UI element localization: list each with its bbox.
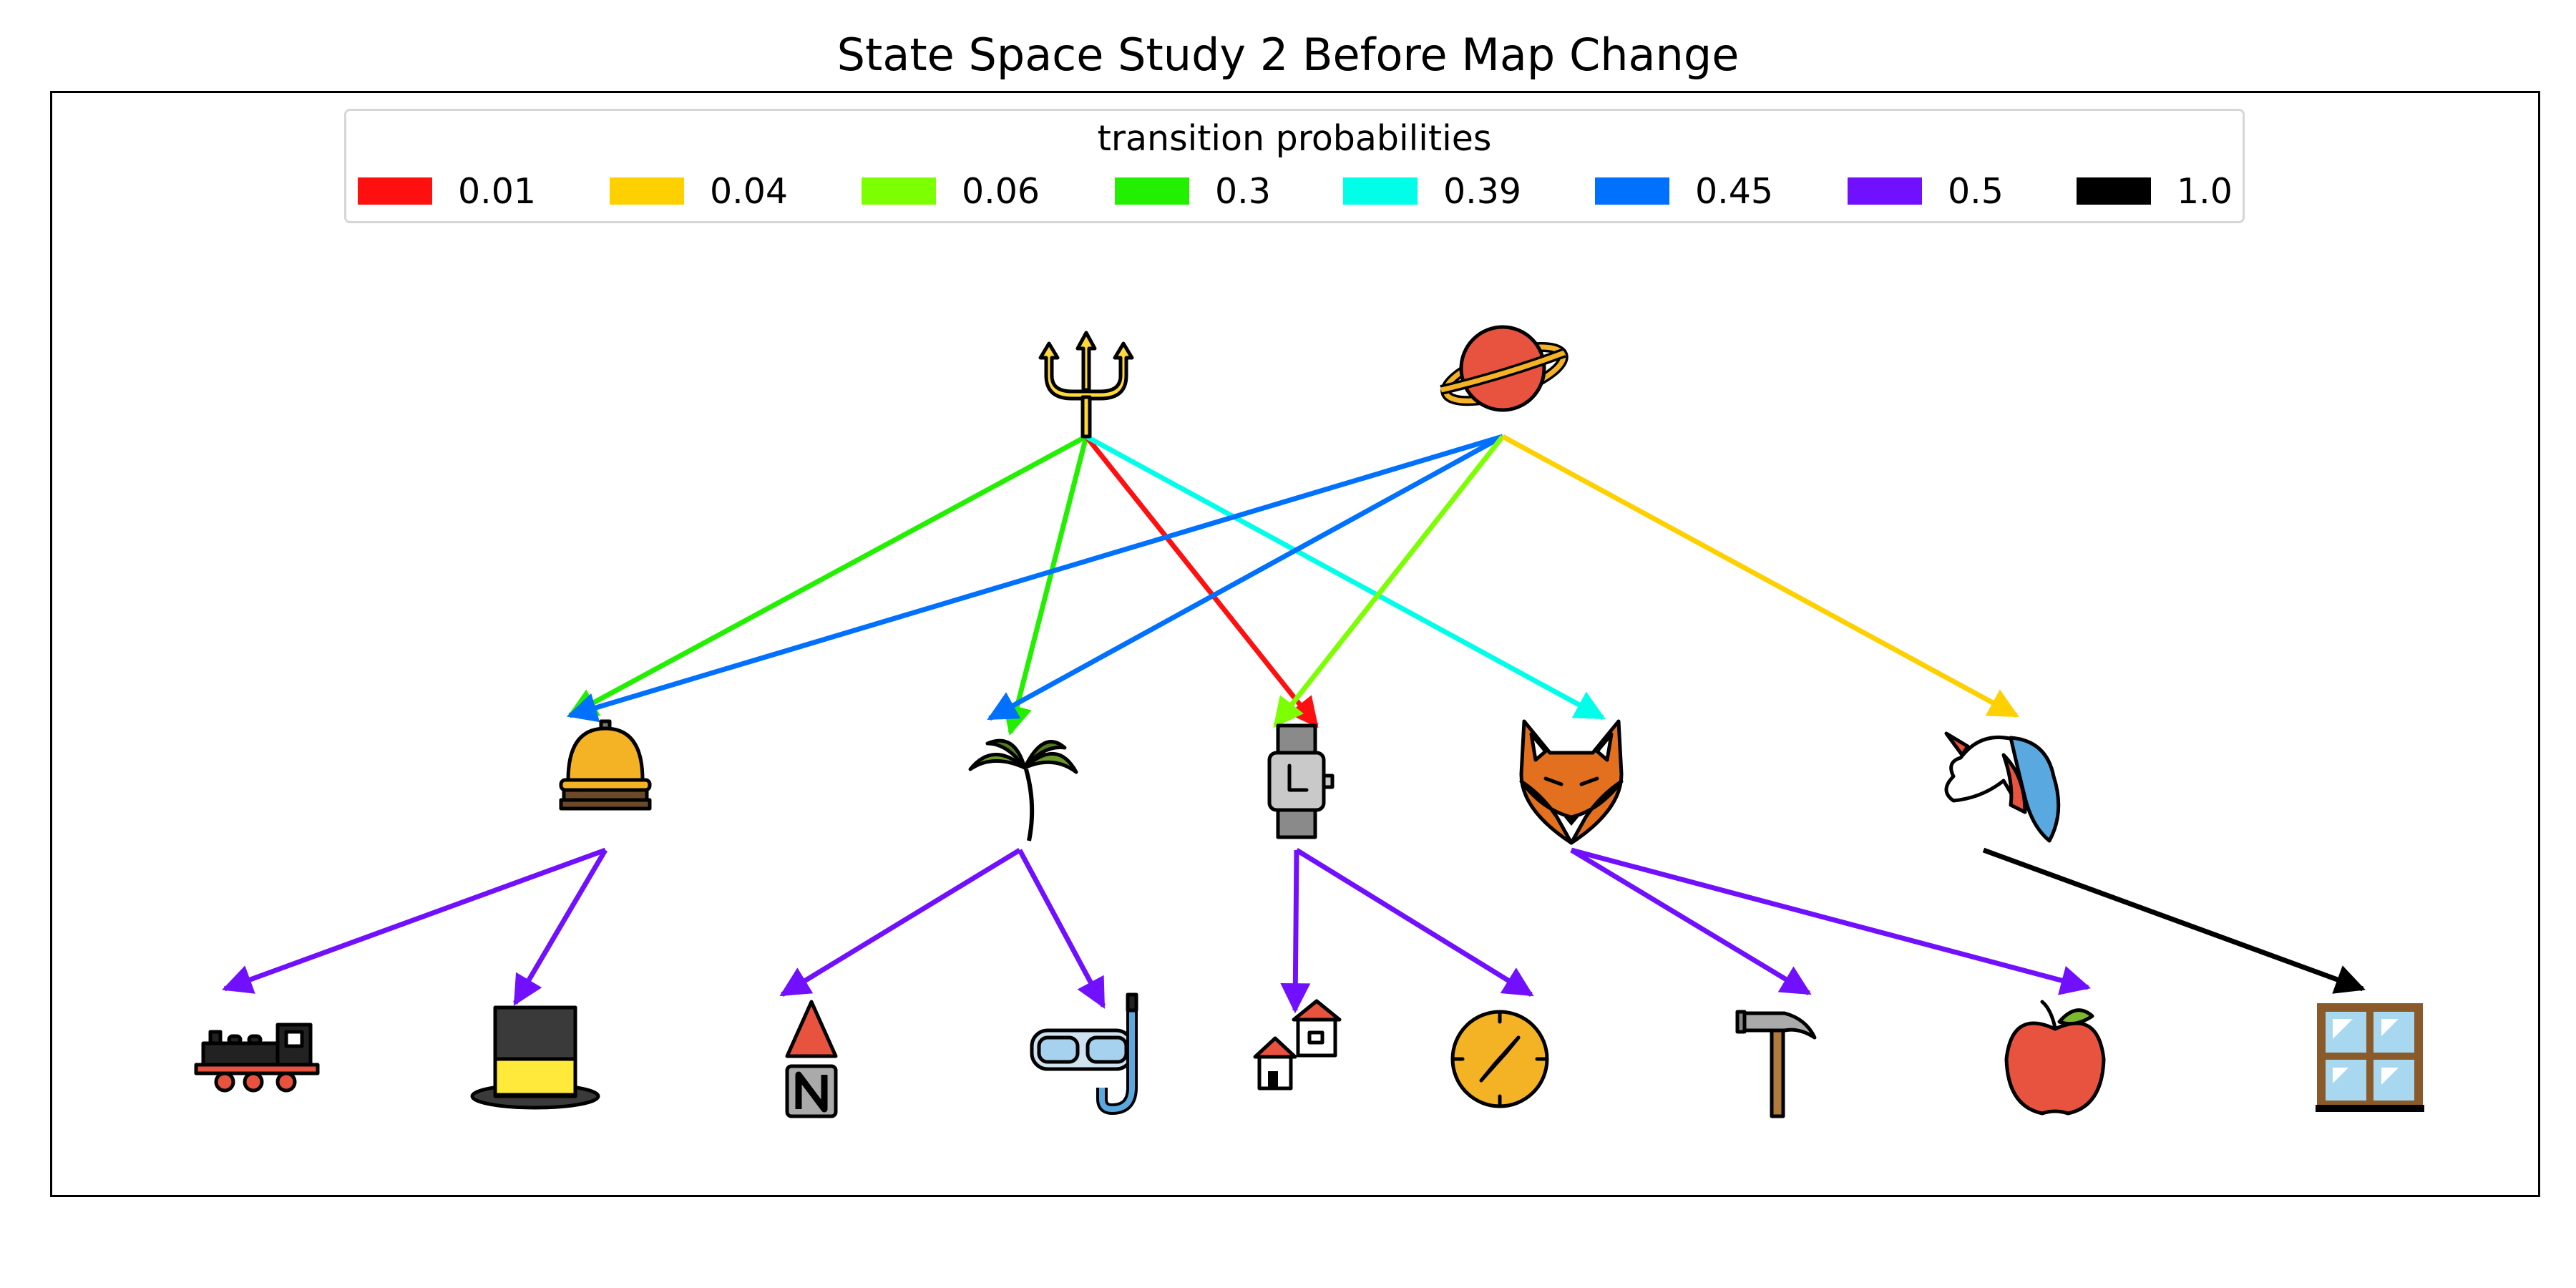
diagram-title: State Space Study 2 Before Map Change [836, 29, 1740, 81]
legend-title: transition probabilities [1097, 118, 1492, 159]
legend-label: 0.3 [1215, 170, 1271, 212]
edge-palm-to-snorkel [1017, 849, 1106, 1009]
north-arrow-icon [785, 1000, 838, 1118]
legend-entry: 0.3 [1115, 170, 1271, 213]
legend-swatch [1343, 177, 1418, 205]
legend-swatch [358, 177, 432, 205]
legend-swatch [1848, 177, 1922, 205]
window-icon [2316, 1003, 2424, 1112]
locomotive-icon [194, 1023, 320, 1093]
edge-unicorn-to-window [1982, 847, 2366, 994]
edge-fox-to-hammer [1570, 848, 1812, 995]
legend-entry: 0.04 [610, 170, 788, 213]
edge-fox-to-apple [1571, 847, 2092, 995]
palm-tree-icon [968, 738, 1078, 841]
legend-label: 0.01 [458, 170, 537, 212]
legend-swatch [2077, 177, 2151, 205]
legend-swatch [862, 177, 936, 205]
nodes-layer [194, 325, 2424, 1118]
legend-label: 0.06 [962, 170, 1040, 212]
legend-entry: 0.5 [1848, 170, 2004, 213]
edge-bell-to-tophat [512, 849, 608, 1006]
unicorn-icon [1944, 731, 2061, 843]
edge-trident-to-fox [1085, 434, 1606, 721]
fox-icon [1519, 719, 1624, 845]
service-bell-icon [559, 719, 652, 811]
legend-entry: 1.0 [2077, 170, 2233, 213]
edge-palm-to-north [779, 848, 1021, 997]
legend-label: 0.5 [1948, 170, 2004, 212]
houses-icon [1253, 999, 1342, 1091]
hammer-icon [1735, 1010, 1817, 1118]
legend-entries: 0.01 0.04 0.06 0.3 0.39 0.45 0.5 1.0 [358, 170, 2233, 213]
edge-planet-to-palm [987, 434, 1504, 721]
compass-icon [1450, 1010, 1549, 1108]
diving-mask-icon [1030, 992, 1138, 1116]
edge-planet-to-unicorn [1501, 434, 2019, 718]
edge-watch-to-compass [1295, 848, 1534, 997]
legend-swatch [1595, 177, 1669, 205]
legend-label: 0.04 [710, 170, 789, 212]
legend-swatch [1115, 177, 1189, 205]
trident-icon [1038, 331, 1134, 439]
top-hat-icon [470, 1005, 600, 1110]
legend-entry: 0.06 [862, 170, 1040, 213]
legend-entry: 0.39 [1343, 170, 1521, 213]
legend-swatch [610, 177, 684, 205]
edge-trident-to-watch [1084, 434, 1319, 728]
edges-layer [222, 434, 2366, 1014]
edge-planet-to-bell [566, 434, 1504, 723]
wristwatch-icon [1267, 723, 1335, 839]
apple-icon [2004, 1000, 2106, 1116]
legend-entry: 0.01 [358, 170, 536, 213]
edge-trident-to-bell [567, 434, 1088, 718]
legend-label: 0.45 [1695, 170, 1774, 212]
legend-label: 0.39 [1443, 170, 1522, 212]
legend-label: 1.0 [2177, 170, 2233, 212]
diagram-frame [50, 91, 2540, 1197]
edge-watch-to-houses [1280, 849, 1311, 1014]
legend: transition probabilities 0.01 0.04 0.06 0.3… [344, 109, 2245, 223]
edge-trident-to-palm [1002, 436, 1089, 736]
planet-icon [1440, 325, 1568, 412]
edge-bell-to-train [222, 847, 607, 994]
legend-entry: 0.45 [1595, 170, 1773, 213]
edge-planet-to-watch [1273, 434, 1505, 728]
